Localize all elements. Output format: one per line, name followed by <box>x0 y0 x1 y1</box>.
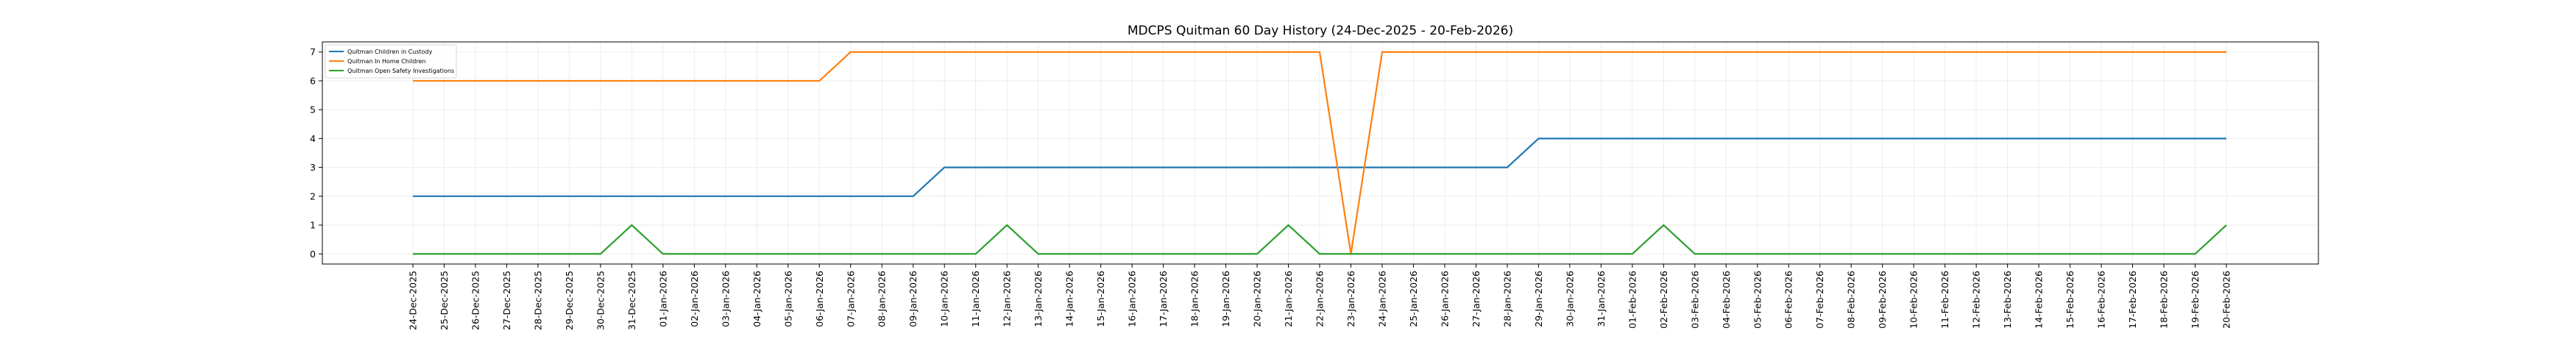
x-tick-label: 25-Dec-2025 <box>439 271 450 330</box>
x-tick-label: 18-Feb-2026 <box>2159 271 2170 329</box>
x-tick-label: 11-Jan-2026 <box>970 271 981 327</box>
y-tick-label: 7 <box>310 46 316 57</box>
y-tick-label: 5 <box>310 104 316 115</box>
legend-label: Quitman In Home Children <box>347 58 425 65</box>
x-tick-label: 03-Feb-2026 <box>1689 271 1700 329</box>
x-tick-label: 05-Jan-2026 <box>782 271 793 327</box>
x-tick-label: 02-Feb-2026 <box>1658 271 1669 329</box>
x-tick-label: 14-Feb-2026 <box>2034 271 2045 329</box>
x-tick-label: 16-Feb-2026 <box>2096 271 2107 329</box>
x-tick-label: 17-Jan-2026 <box>1158 271 1169 327</box>
x-tick-label: 07-Feb-2026 <box>1814 271 1825 329</box>
x-tick-label: 28-Dec-2025 <box>532 271 543 330</box>
series-line-3 <box>413 224 2227 255</box>
x-tick-label: 30-Jan-2026 <box>1564 271 1575 327</box>
x-tick-label: 14-Jan-2026 <box>1064 271 1075 327</box>
legend: Quitman Children in Custody Quitman In Ho… <box>325 44 457 79</box>
legend-label: Quitman Open Safety Investigations <box>347 68 454 74</box>
x-tick-label: 28-Jan-2026 <box>1501 271 1512 327</box>
chart-title: MDCPS Quitman 60 Day History (24-Dec-202… <box>1128 24 1513 38</box>
x-tick-label: 18-Jan-2026 <box>1189 271 1200 327</box>
x-tick-label: 19-Feb-2026 <box>2190 271 2201 329</box>
x-tick-label: 24-Jan-2026 <box>1376 271 1387 327</box>
x-tick-label: 04-Feb-2026 <box>1721 271 1732 329</box>
x-tick-label: 27-Dec-2025 <box>501 271 512 330</box>
y-tick-label: 2 <box>310 190 316 202</box>
y-tick-label: 1 <box>310 220 316 231</box>
x-tick-label: 09-Feb-2026 <box>1877 271 1888 329</box>
plot-area <box>322 41 2319 265</box>
x-tick-label: 17-Feb-2026 <box>2127 271 2138 329</box>
x-tick-label: 04-Jan-2026 <box>751 271 762 327</box>
x-tick-label: 25-Jan-2026 <box>1408 271 1419 327</box>
y-tick-label: 4 <box>310 133 316 144</box>
x-tick-label: 31-Jan-2026 <box>1596 271 1607 327</box>
legend-box <box>325 44 457 79</box>
x-tick-label: 26-Jan-2026 <box>1439 271 1450 327</box>
x-tick-label: 21-Jan-2026 <box>1283 271 1294 327</box>
x-tick-label: 20-Jan-2026 <box>1252 271 1263 327</box>
x-tick-label: 08-Feb-2026 <box>1846 271 1857 329</box>
x-tick-label: 29-Dec-2025 <box>564 271 575 330</box>
x-tick-label: 19-Jan-2026 <box>1220 271 1231 327</box>
x-tick-label: 31-Dec-2025 <box>626 271 637 330</box>
x-tick-label: 09-Jan-2026 <box>907 271 919 327</box>
x-tick-label: 23-Jan-2026 <box>1345 271 1356 327</box>
x-tick-label: 16-Jan-2026 <box>1127 271 1138 327</box>
x-tick-label: 07-Jan-2026 <box>845 271 856 327</box>
series-line-2 <box>413 51 2226 255</box>
x-tick-label: 01-Jan-2026 <box>657 271 668 327</box>
x-tick-label: 26-Dec-2025 <box>470 271 481 330</box>
x-tick-label: 10-Feb-2026 <box>1908 271 1919 329</box>
x-tick-label: 12-Feb-2026 <box>1971 271 1982 329</box>
x-tick-label: 02-Jan-2026 <box>689 271 700 327</box>
x-tick-label: 03-Jan-2026 <box>720 271 731 327</box>
series-line-1 <box>413 138 2226 197</box>
x-tick-label: 06-Feb-2026 <box>1783 271 1794 329</box>
legend-label: Quitman Children in Custody <box>347 49 433 55</box>
x-tick-label: 27-Jan-2026 <box>1471 271 1482 327</box>
x-tick-label: 22-Jan-2026 <box>1314 271 1326 327</box>
x-tick-label: 10-Jan-2026 <box>939 271 950 327</box>
y-tick-label: 6 <box>310 75 316 86</box>
x-tick-label: 13-Jan-2026 <box>1033 271 1044 327</box>
x-tick-label: 30-Dec-2025 <box>595 271 606 330</box>
x-tick-label: 11-Feb-2026 <box>1939 271 1950 329</box>
x-tick-label: 15-Feb-2026 <box>2064 271 2076 329</box>
x-tick-label: 20-Feb-2026 <box>2221 271 2232 329</box>
x-tick-label: 15-Jan-2026 <box>1095 271 1106 327</box>
x-tick-label: 05-Feb-2026 <box>1752 271 1763 329</box>
x-tick-label: 12-Jan-2026 <box>1002 271 1013 327</box>
x-tick-label: 01-Feb-2026 <box>1627 271 1638 329</box>
x-tick-label: 24-Dec-2025 <box>408 271 419 330</box>
x-tick-label: 06-Jan-2026 <box>814 271 825 327</box>
x-tick-label: 08-Jan-2026 <box>877 271 888 327</box>
x-tick-label: 13-Feb-2026 <box>2002 271 2013 329</box>
y-tick-label: 0 <box>310 249 316 260</box>
y-tick-label: 3 <box>310 162 316 173</box>
x-tick-label: 29-Jan-2026 <box>1533 271 1544 327</box>
